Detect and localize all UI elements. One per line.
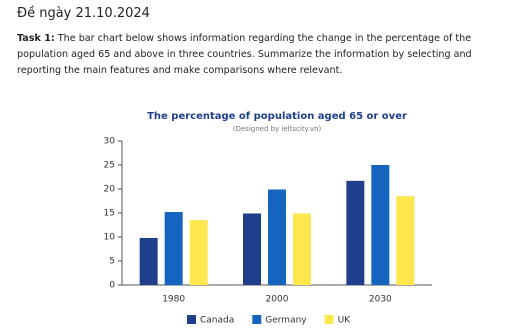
y-tick-label: 15 [104,209,115,219]
y-tick-label: 30 [104,137,116,147]
x-tick-label: 2000 [266,295,289,305]
legend-label: Germany [265,316,307,326]
task-text: Task 1: The bar chart below shows inform… [17,31,509,79]
task-body: The bar chart below shows information re… [17,33,472,76]
bar [346,180,365,285]
bar [139,237,158,285]
bar [268,189,286,285]
legend-swatch [324,315,334,324]
x-tick-label: 1980 [162,295,185,305]
legend-label: Canada [200,316,234,326]
y-tick-label: 5 [109,257,115,267]
legend-swatch [252,315,262,324]
y-tick-label: 25 [104,161,115,171]
page-title: Đề ngày 21.10.2024 [17,6,150,21]
y-tick-label: 20 [104,185,116,195]
bar [243,213,261,285]
y-tick-label: 10 [104,233,116,243]
bar [189,220,208,285]
task-label: Task 1: [17,33,55,44]
x-tick-label: 2030 [369,295,392,305]
bar [371,165,390,285]
y-tick-label: 0 [109,281,115,291]
chart-subtitle: (Designed by ieltscity.vn) [233,125,322,133]
legend-swatch [187,315,196,324]
legend-label: UK [338,316,352,326]
chart-title: The percentage of population aged 65 or … [147,111,407,122]
bar [164,212,183,285]
bar [396,196,415,285]
bar [293,213,311,285]
